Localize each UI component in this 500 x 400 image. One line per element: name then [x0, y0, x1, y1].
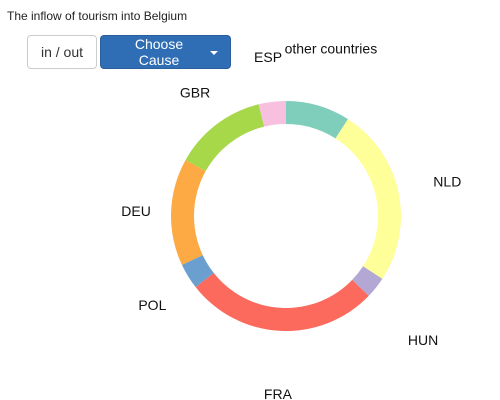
- label-hun: HUN: [408, 332, 438, 348]
- controls: in / out Choose Cause: [27, 35, 231, 69]
- slice-esp[interactable]: [258, 101, 286, 127]
- choose-cause-dropdown-button[interactable]: Choose Cause: [100, 35, 231, 69]
- slice-gbr[interactable]: [185, 104, 265, 172]
- slice-fra[interactable]: [195, 272, 369, 331]
- slice-deu[interactable]: [170, 159, 206, 265]
- slice-nld[interactable]: [335, 119, 402, 279]
- slice-other-countries[interactable]: [286, 101, 348, 139]
- slice-hun[interactable]: [352, 266, 383, 296]
- in-out-toggle-label: in / out: [40, 44, 84, 60]
- label-other-countries: other countries: [285, 40, 378, 56]
- page-title: The inflow of tourism into Belgium: [7, 9, 188, 23]
- label-esp: ESP: [254, 49, 282, 65]
- label-nld: NLD: [433, 173, 461, 189]
- slice-pol[interactable]: [181, 255, 214, 288]
- choose-cause-label: Choose Cause: [134, 36, 184, 68]
- caret-down-icon: [210, 51, 218, 55]
- label-deu: DEU: [121, 203, 151, 219]
- label-gbr: GBR: [180, 85, 210, 101]
- label-fra: FRA: [264, 386, 293, 400]
- in-out-toggle-button[interactable]: in / out: [27, 35, 97, 69]
- label-pol: POL: [138, 297, 166, 313]
